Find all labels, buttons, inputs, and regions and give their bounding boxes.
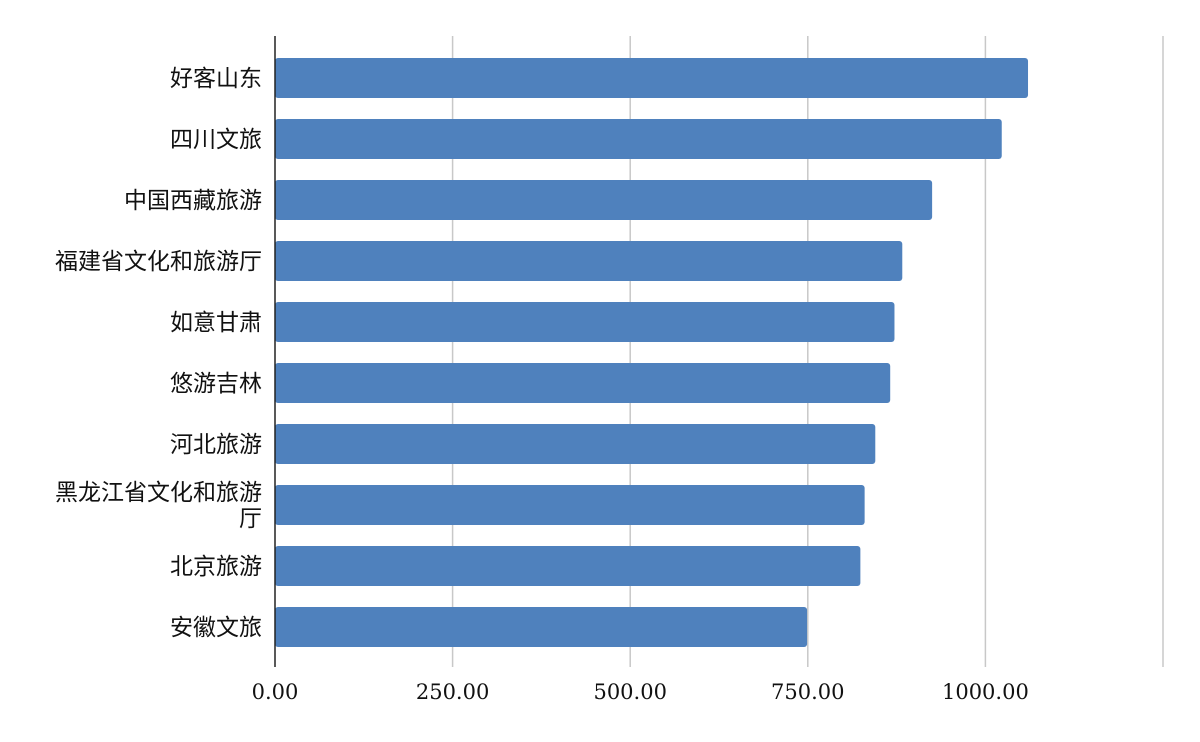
labels: 0.00 250.00 500.00 750.00 1000.00 好客山东四川文旅中国西… (55, 66, 1029, 704)
bar-2 (275, 180, 933, 220)
x-tick-label-2: 500.00 (593, 680, 666, 704)
x-tick-label-4: 1000.00 (942, 680, 1029, 704)
x-tick-label-3: 750.00 (771, 680, 844, 704)
category-label-7: 黑龙江省文化和旅游厅 (55, 480, 262, 532)
bar-9 (275, 607, 808, 647)
bar-5 (275, 363, 891, 403)
bar-4 (275, 302, 895, 342)
bar-3 (275, 241, 903, 281)
category-label-0: 好客山东 (170, 66, 262, 92)
x-tick-label-1: 250.00 (416, 680, 489, 704)
category-label-5: 悠游吉林 (170, 371, 262, 397)
bar-0 (275, 58, 1029, 98)
bar-7 (275, 485, 865, 525)
category-label-6: 河北旅游 (170, 432, 262, 458)
bars (275, 58, 1029, 647)
bar-8 (275, 546, 861, 586)
category-label-2: 中国西藏旅游 (124, 188, 262, 214)
category-label-8: 北京旅游 (170, 554, 262, 580)
category-label-1: 四川文旅 (170, 127, 262, 153)
bar-1 (275, 119, 1002, 159)
category-label-3: 福建省文化和旅游厅 (55, 249, 262, 275)
category-label-4: 如意甘肃 (170, 310, 262, 336)
bar-6 (275, 424, 876, 464)
category-label-9: 安徽文旅 (170, 615, 262, 641)
x-tick-label-0: 0.00 (252, 680, 299, 704)
